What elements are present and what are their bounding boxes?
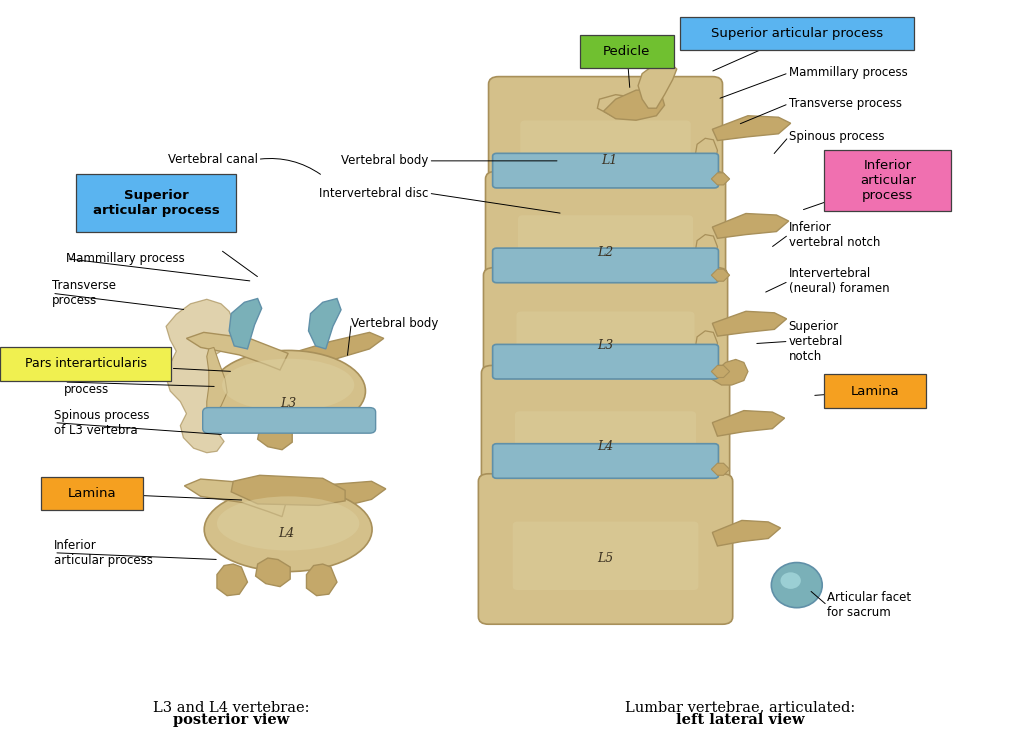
Polygon shape <box>713 311 786 336</box>
Polygon shape <box>306 564 337 596</box>
FancyBboxPatch shape <box>513 522 698 590</box>
Polygon shape <box>712 359 748 385</box>
Text: L3 and L4 vertebrae:: L3 and L4 vertebrae: <box>153 701 309 715</box>
Polygon shape <box>229 298 262 349</box>
Polygon shape <box>712 464 730 476</box>
Polygon shape <box>713 214 788 239</box>
Text: Pars interarticularis: Pars interarticularis <box>25 357 146 371</box>
Text: Spinous process
of L3 vertebra: Spinous process of L3 vertebra <box>54 408 150 436</box>
Text: Inferior
articular
process: Inferior articular process <box>860 159 915 202</box>
FancyBboxPatch shape <box>680 17 913 51</box>
Text: Superior
articular process: Superior articular process <box>92 189 219 217</box>
Text: Articular facet
for sacrum: Articular facet for sacrum <box>827 591 911 619</box>
Text: Transverse process: Transverse process <box>788 97 902 110</box>
Text: Mammillary process: Mammillary process <box>788 66 907 79</box>
Polygon shape <box>256 558 290 587</box>
FancyBboxPatch shape <box>493 248 719 282</box>
Text: Superior articular process: Superior articular process <box>711 27 883 40</box>
FancyBboxPatch shape <box>488 76 723 215</box>
Ellipse shape <box>780 572 801 589</box>
FancyBboxPatch shape <box>516 312 694 374</box>
FancyBboxPatch shape <box>203 408 376 433</box>
FancyBboxPatch shape <box>485 171 726 310</box>
Text: L2: L2 <box>597 246 613 259</box>
Text: Vertebral body: Vertebral body <box>351 317 438 330</box>
Polygon shape <box>308 298 341 349</box>
Text: Inferior
vertebral notch: Inferior vertebral notch <box>788 220 880 248</box>
FancyBboxPatch shape <box>824 149 951 211</box>
Text: Vertebral canal: Vertebral canal <box>168 153 258 166</box>
Polygon shape <box>603 90 665 120</box>
FancyBboxPatch shape <box>493 444 719 479</box>
FancyBboxPatch shape <box>518 215 693 279</box>
Polygon shape <box>207 347 227 415</box>
Text: Lamina: Lamina <box>851 384 899 398</box>
Text: L1: L1 <box>601 154 617 168</box>
Polygon shape <box>638 62 677 108</box>
FancyBboxPatch shape <box>41 477 142 510</box>
FancyBboxPatch shape <box>481 365 730 510</box>
FancyBboxPatch shape <box>0 347 171 381</box>
Polygon shape <box>597 94 656 119</box>
FancyBboxPatch shape <box>515 411 696 477</box>
Text: L3: L3 <box>280 397 296 410</box>
Text: Spinous process: Spinous process <box>788 131 884 143</box>
FancyBboxPatch shape <box>824 374 926 408</box>
Polygon shape <box>695 138 718 171</box>
Polygon shape <box>695 331 718 364</box>
Text: Accessory
process: Accessory process <box>65 368 124 396</box>
Polygon shape <box>695 235 718 268</box>
Text: Inferior
articular process: Inferior articular process <box>54 539 153 567</box>
Ellipse shape <box>217 496 359 550</box>
FancyBboxPatch shape <box>76 174 237 233</box>
Text: Superior
vertebral
notch: Superior vertebral notch <box>788 320 843 363</box>
Polygon shape <box>712 270 730 281</box>
Polygon shape <box>713 520 780 546</box>
Polygon shape <box>186 332 288 370</box>
Polygon shape <box>231 476 345 505</box>
Text: Mammillary process: Mammillary process <box>67 252 185 265</box>
Polygon shape <box>217 564 248 596</box>
Text: Vertebral body: Vertebral body <box>341 154 428 168</box>
FancyBboxPatch shape <box>483 268 728 406</box>
Polygon shape <box>290 481 386 520</box>
Text: Intervertebral disc: Intervertebral disc <box>319 186 428 200</box>
Ellipse shape <box>771 562 822 608</box>
Ellipse shape <box>222 359 354 411</box>
Text: L5: L5 <box>597 552 613 565</box>
FancyBboxPatch shape <box>493 344 719 379</box>
Text: Lamina: Lamina <box>68 487 116 500</box>
Polygon shape <box>713 116 791 140</box>
Text: posterior view: posterior view <box>173 713 290 727</box>
Ellipse shape <box>204 487 372 572</box>
FancyBboxPatch shape <box>581 35 674 69</box>
Text: Pedicle: Pedicle <box>603 45 650 58</box>
Polygon shape <box>712 173 730 185</box>
Ellipse shape <box>211 350 366 432</box>
Text: L3: L3 <box>597 340 613 353</box>
Polygon shape <box>290 332 384 373</box>
Polygon shape <box>258 423 292 450</box>
Text: left lateral view: left lateral view <box>676 713 804 727</box>
FancyBboxPatch shape <box>520 121 691 183</box>
Text: Lumbar vertebrae, articulated:: Lumbar vertebrae, articulated: <box>625 701 855 715</box>
Text: Intervertebral
(neural) foramen: Intervertebral (neural) foramen <box>788 267 889 295</box>
Text: L4: L4 <box>278 528 294 541</box>
Polygon shape <box>166 299 234 453</box>
Polygon shape <box>712 365 730 378</box>
Polygon shape <box>713 411 784 436</box>
Text: Transverse
process: Transverse process <box>52 279 116 307</box>
Text: L4: L4 <box>597 440 613 453</box>
FancyBboxPatch shape <box>493 153 719 188</box>
Polygon shape <box>184 479 288 516</box>
FancyBboxPatch shape <box>478 474 733 624</box>
